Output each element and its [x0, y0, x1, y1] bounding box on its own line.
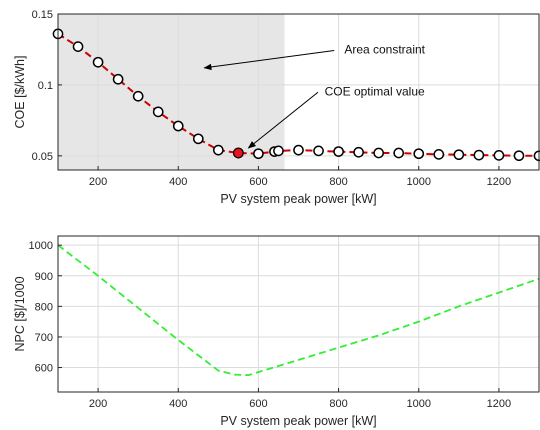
coe-ticks: 200 400 600 800 1000 1200 0.05 0.1 0.15: [32, 9, 512, 188]
coe-data-point: [72, 41, 84, 52]
coe-data-point: [313, 145, 324, 157]
coe-series-line: [57, 33, 540, 157]
coe-shaded-region: [58, 14, 285, 170]
coe-chart: Area constraint COE optimal value 200 400…: [13, 9, 540, 206]
npc-x-axis-label: PV system peak power [kW]: [220, 414, 376, 428]
x-tick-label: 800: [329, 176, 347, 188]
coe-data-point: [152, 106, 164, 118]
annotation-coe-optimal-value: COE optimal value: [325, 84, 425, 98]
y-tick-label: 800: [35, 301, 53, 313]
npc-ticks: 200 400 600 800 1000 1200 600 700 800 900 1000: [29, 240, 512, 410]
annotation-arrow: [247, 91, 319, 149]
coe-plot-frame: [57, 13, 540, 171]
coe-data-point: [293, 144, 304, 156]
coe-data-point: [333, 146, 344, 157]
coe-data-point: [493, 150, 505, 161]
coe-data-point: [212, 144, 224, 156]
x-tick-label: 200: [89, 176, 107, 188]
coe-data-point: [513, 150, 525, 162]
npc-chart: 200 400 600 800 1000 1200 600 700 800 900 1000 PV …: [13, 235, 540, 428]
coe-data-point: [473, 149, 485, 161]
x-tick-label: 1200: [487, 398, 511, 410]
y-tick-label: 1000: [29, 240, 53, 252]
coe-x-axis-label: PV system peak power [kW]: [220, 192, 376, 206]
x-tick-label: 1200: [487, 176, 511, 188]
coe-data-point: [393, 147, 405, 159]
coe-data-point: [132, 90, 144, 102]
coe-data-point: [112, 73, 124, 85]
y-tick-label: 0.1: [38, 80, 53, 92]
coe-optimal-point: [232, 147, 244, 159]
coe-data-point: [253, 148, 264, 160]
coe-y-axis-label: COE [$/kWh]: [13, 56, 27, 129]
npc-plot-frame: [57, 235, 540, 393]
npc-series-line: [57, 244, 540, 377]
coe-data-point: [192, 133, 204, 145]
coe-data-point: [433, 149, 445, 160]
coe-data-point: [273, 145, 284, 157]
coe-data-point: [92, 56, 104, 68]
y-tick-label: 600: [35, 363, 53, 375]
coe-data-point: [373, 147, 385, 159]
x-tick-label: 800: [329, 398, 347, 410]
y-tick-label: 0.15: [32, 9, 53, 21]
x-tick-label: 400: [169, 398, 187, 410]
x-tick-label: 600: [249, 176, 267, 188]
annotation-arrow: [203, 49, 335, 71]
x-tick-label: 600: [249, 398, 267, 410]
y-tick-label: 700: [35, 332, 53, 344]
y-tick-label: 0.05: [32, 151, 53, 163]
x-tick-label: 1000: [407, 398, 431, 410]
annotation-area-constraint: Area constraint: [344, 42, 425, 56]
x-tick-label: 400: [169, 176, 187, 188]
coe-annotation-arrows: [203, 49, 335, 149]
coe-data-point: [353, 146, 364, 158]
npc-gridlines: [58, 236, 539, 392]
coe-data-point: [453, 149, 465, 161]
coe-data-point: [413, 148, 425, 160]
y-tick-label: 900: [35, 271, 53, 283]
coe-data-point: [172, 120, 184, 132]
x-tick-label: 1000: [407, 176, 431, 188]
npc-y-axis-label: NPC [$]/1000: [13, 276, 27, 351]
x-tick-label: 200: [89, 398, 107, 410]
